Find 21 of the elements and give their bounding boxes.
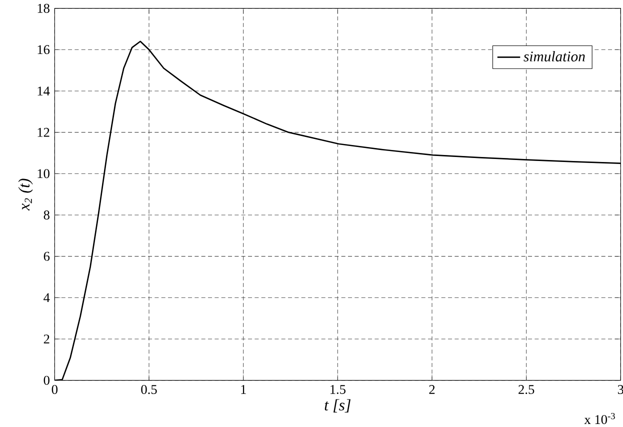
y-tick-label: 4 xyxy=(44,293,50,302)
y-tick-label: 8 xyxy=(44,210,50,220)
x-tick-label: 2.5 xyxy=(518,385,534,394)
text: x$_{2}$ (t) xyxy=(18,178,33,211)
legend-label: simulation xyxy=(524,51,585,62)
y-tick-label: 10 xyxy=(38,169,50,178)
x-tick-label: 3 xyxy=(618,385,623,394)
y-tick-label: 14 xyxy=(38,86,50,96)
x-tick-label: 0.5 xyxy=(141,385,157,394)
text: x 10$^{-3}$ xyxy=(584,412,615,424)
y-tick-label: 6 xyxy=(44,252,50,261)
x-axis-title: t [s] xyxy=(324,399,351,412)
y-tick-label: 16 xyxy=(38,45,50,54)
y-tick-label: 2 xyxy=(44,334,50,344)
x-tick-label: 1 xyxy=(241,385,246,394)
y-tick-label: 18 xyxy=(38,4,50,13)
y-tick-label: 0 xyxy=(44,376,50,385)
y-tick-label: 12 xyxy=(38,128,50,137)
x-tick-label: 1.5 xyxy=(330,385,346,394)
x-tick-label: 2 xyxy=(429,385,435,394)
x-tick-label: 0 xyxy=(52,385,58,394)
